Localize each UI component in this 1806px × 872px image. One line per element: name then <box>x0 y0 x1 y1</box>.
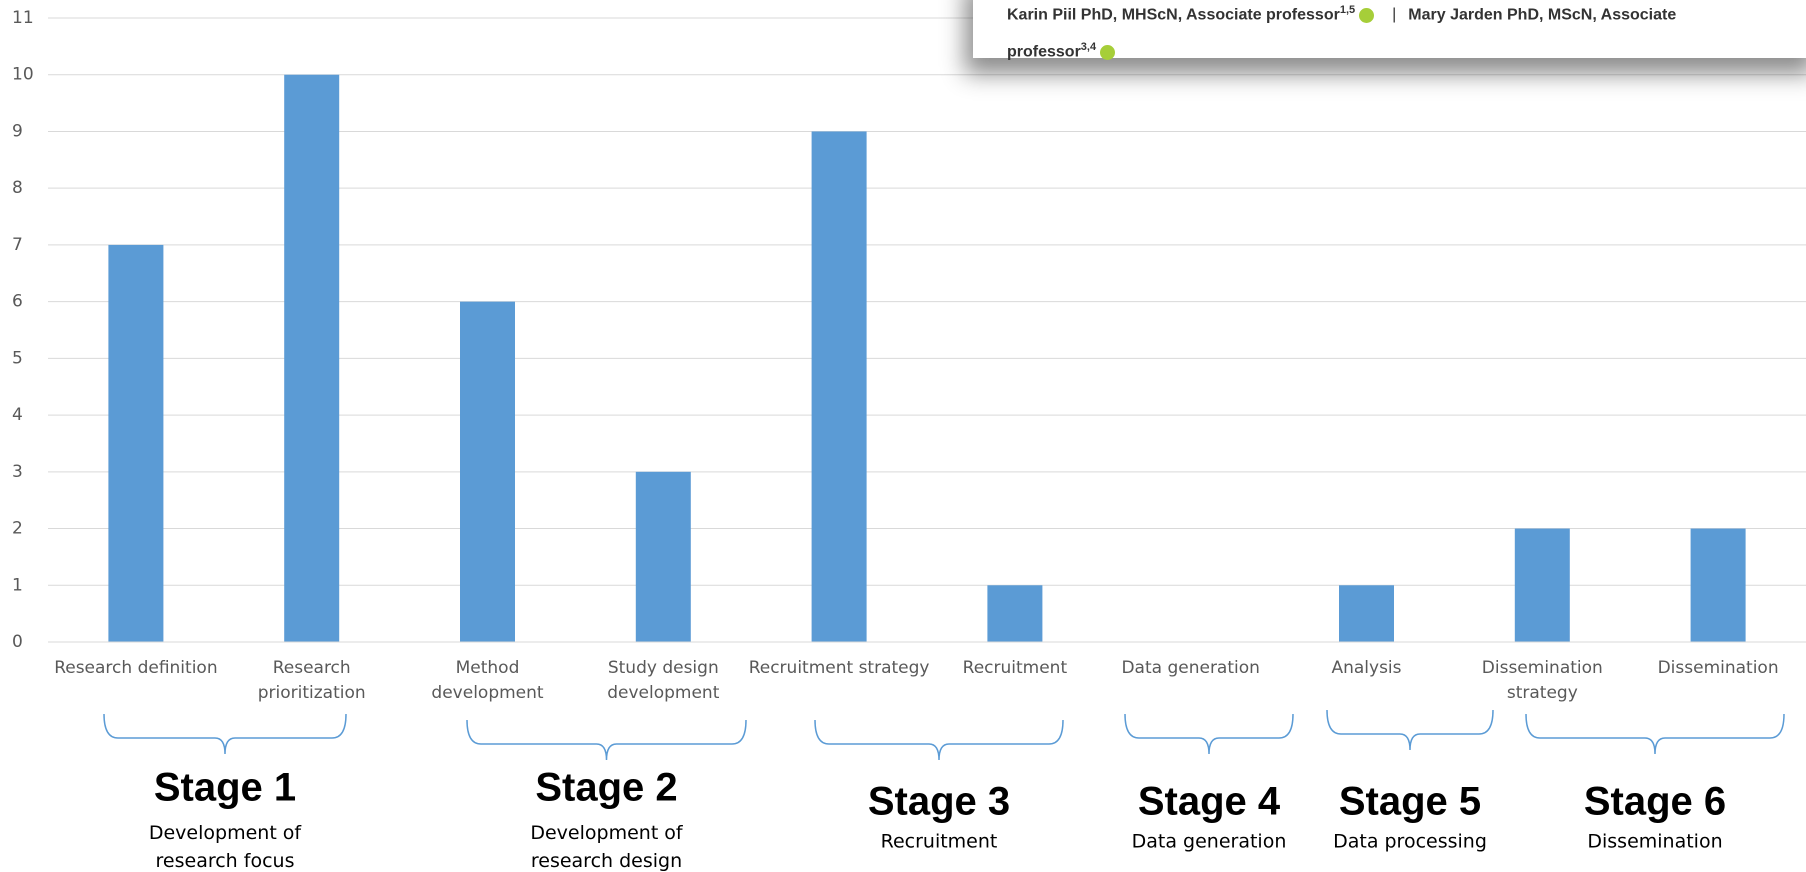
author-name: Mary Jarden PhD, MScN, Associate profess… <box>1007 6 1677 61</box>
stage-brace <box>466 719 747 761</box>
separator: | <box>1392 6 1397 24</box>
stage-brace <box>1124 713 1294 755</box>
bar <box>460 301 515 642</box>
y-tick-label: 10 <box>12 65 34 85</box>
bar <box>635 471 691 642</box>
stage-description: Development of research design <box>530 822 684 872</box>
x-tick-label: Dissemination strategy <box>1482 658 1603 703</box>
y-tick-label: 0 <box>12 632 23 652</box>
y-tick-label: 2 <box>12 519 23 539</box>
author-affiliations: 1,5 <box>1339 4 1356 16</box>
bar <box>987 585 1043 642</box>
bar <box>284 74 340 642</box>
y-tick-label: 9 <box>12 121 23 141</box>
stage-label: Stage 1 <box>154 766 296 810</box>
stage-label: Stage 3 <box>868 780 1010 824</box>
stage-label: Stage 5 <box>1339 780 1481 824</box>
x-tick-label: Method development <box>431 658 543 703</box>
x-tick-label: Research prioritization <box>258 658 366 703</box>
bar <box>1339 585 1394 642</box>
y-tick-label: 1 <box>12 575 23 595</box>
bar <box>108 244 164 642</box>
author-affiliations: 3,4 <box>1080 41 1097 54</box>
orcid-icon[interactable] <box>1359 7 1375 23</box>
y-tick-label: 5 <box>12 348 23 368</box>
x-tick-label: Analysis <box>1331 658 1401 678</box>
bar <box>1690 528 1746 642</box>
bar <box>1514 528 1570 642</box>
stage-description: Development of research focus <box>149 822 303 872</box>
x-tick-label: Research definition <box>54 658 217 678</box>
stage-description: Recruitment <box>881 831 998 853</box>
y-tick-label: 6 <box>12 292 23 312</box>
y-tick-label: 7 <box>12 235 23 255</box>
stage-brace <box>103 713 347 755</box>
x-tick-label: Recruitment strategy <box>749 658 930 678</box>
x-tick-label: Study design development <box>607 658 719 703</box>
y-tick-label: 11 <box>12 8 34 28</box>
stage-brace <box>814 719 1064 761</box>
stage-description: Dissemination <box>1587 831 1722 853</box>
stage-brace <box>1326 709 1494 751</box>
y-tick-label: 8 <box>12 178 23 198</box>
orcid-icon[interactable] <box>1100 44 1116 60</box>
stage-label: Stage 4 <box>1138 780 1281 824</box>
x-tick-label: Data generation <box>1121 658 1259 678</box>
stage-label: Stage 6 <box>1584 780 1726 824</box>
stage-description: Data processing <box>1333 831 1487 853</box>
author-card: Karin Piil PhD, MHScN, Associate profess… <box>973 0 1806 61</box>
y-tick-label: 3 <box>12 462 23 482</box>
author-list: Karin Piil PhD, MHScN, Associate profess… <box>973 0 1705 69</box>
stage-description: Data generation <box>1132 831 1287 853</box>
bar <box>811 131 867 643</box>
x-tick-label: Dissemination <box>1658 658 1779 678</box>
stage-brace <box>1525 713 1785 755</box>
x-tick-label: Recruitment <box>963 658 1068 678</box>
author-name: Karin Piil PhD, MHScN, Associate profess… <box>1007 6 1340 24</box>
stage-label: Stage 2 <box>535 766 677 810</box>
y-tick-label: 4 <box>12 405 23 425</box>
